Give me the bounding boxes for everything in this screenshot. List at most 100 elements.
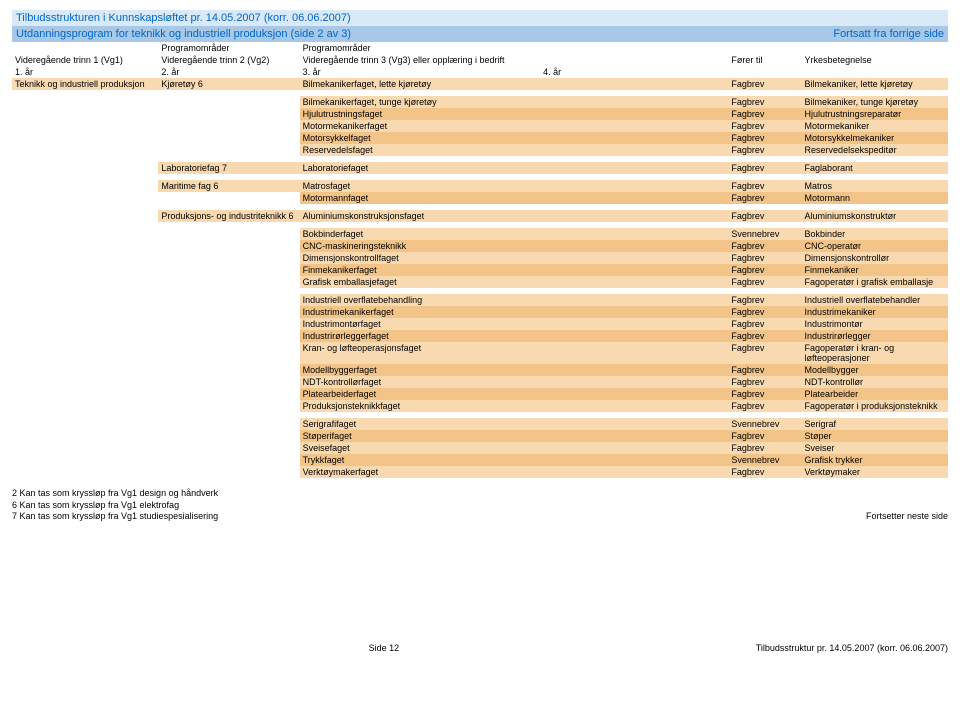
hdr-c3: Programområder — [300, 42, 541, 54]
lvl-c5: Fører til — [728, 54, 801, 66]
cell-vg3: NDT-kontrollørfaget — [300, 376, 541, 388]
table-row: ReservedelsfagetFagbrevReservedelseksped… — [12, 144, 948, 156]
header-top: Tilbudsstrukturen i Kunnskapsløftet pr. … — [12, 10, 948, 26]
header-sub: Utdanningsprogram for teknikk og industr… — [12, 26, 948, 42]
cell-title: Verktøymaker — [802, 466, 948, 478]
cell-vg3: Aluminiumskonstruksjonsfaget — [300, 210, 541, 222]
cell-title: Motorsykkelmekaniker — [802, 132, 948, 144]
cell-title: Serigraf — [802, 418, 948, 430]
table-row: BokbinderfagetSvennebrevBokbinder — [12, 228, 948, 240]
cell-vg3: Matrosfaget — [300, 180, 541, 192]
cell-title: Hjulutrustningsreparatør — [802, 108, 948, 120]
cell-vg1 — [12, 132, 158, 144]
cell-year4 — [540, 264, 728, 276]
table-row: MotormekanikerfagetFagbrevMotormekaniker — [12, 120, 948, 132]
cell-cert: Fagbrev — [728, 400, 801, 412]
cell-cert: Fagbrev — [728, 192, 801, 204]
cell-year4 — [540, 430, 728, 442]
cell-vg3: Motormannfaget — [300, 192, 541, 204]
footer-right: Tilbudsstruktur pr. 14.05.2007 (korr. 06… — [756, 643, 948, 653]
cell-vg3: Industrimontørfaget — [300, 318, 541, 330]
cell-vg2 — [158, 240, 299, 252]
cell-title: Industrimekaniker — [802, 306, 948, 318]
cell-vg2 — [158, 132, 299, 144]
cell-vg1 — [12, 318, 158, 330]
cell-vg2 — [158, 430, 299, 442]
cell-vg1 — [12, 96, 158, 108]
hdr-c5 — [728, 42, 801, 54]
cell-cert: Fagbrev — [728, 132, 801, 144]
cell-cert: Fagbrev — [728, 252, 801, 264]
table-row: Produksjons- og industriteknikk 6Alumini… — [12, 210, 948, 222]
cell-cert: Fagbrev — [728, 276, 801, 288]
cell-year4 — [540, 418, 728, 430]
cell-vg2 — [158, 388, 299, 400]
cell-title: Modellbygger — [802, 364, 948, 376]
cell-vg1 — [12, 192, 158, 204]
cell-title: Industrimontør — [802, 318, 948, 330]
cell-year4 — [540, 318, 728, 330]
cell-vg2 — [158, 454, 299, 466]
cell-cert: Fagbrev — [728, 294, 801, 306]
cell-year4 — [540, 78, 728, 90]
cell-vg2 — [158, 294, 299, 306]
cell-cert: Fagbrev — [728, 264, 801, 276]
cell-title: Bilmekaniker, lette kjøretøy — [802, 78, 948, 90]
cell-year4 — [540, 120, 728, 132]
cell-title: Motormann — [802, 192, 948, 204]
footer-page: Side 12 — [369, 643, 400, 653]
cell-vg3: Motorsykkelfaget — [300, 132, 541, 144]
table-row: IndustrimekanikerfagetFagbrevIndustrimek… — [12, 306, 948, 318]
cell-year4 — [540, 388, 728, 400]
cell-vg3: Bokbinderfaget — [300, 228, 541, 240]
cell-vg1 — [12, 342, 158, 364]
yr-c2: 2. år — [158, 66, 299, 78]
cell-title: Sveiser — [802, 442, 948, 454]
cell-vg3: Bilmekanikerfaget, tunge kjøretøy — [300, 96, 541, 108]
cell-cert: Fagbrev — [728, 180, 801, 192]
cell-year4 — [540, 454, 728, 466]
table-row: SveisefagetFagbrevSveiser — [12, 442, 948, 454]
cell-vg3: Trykkfaget — [300, 454, 541, 466]
structure-table: Programområder Programområder Videregåen… — [12, 42, 948, 478]
cell-vg3: Reservedelsfaget — [300, 144, 541, 156]
cell-vg1 — [12, 210, 158, 222]
cell-year4 — [540, 342, 728, 364]
cell-vg2 — [158, 376, 299, 388]
cell-vg3: Finmekanikerfaget — [300, 264, 541, 276]
table-row: Laboratoriefag 7LaboratoriefagetFagbrevF… — [12, 162, 948, 174]
cell-title: Fagoperatør i kran- og løfteoperasjoner — [802, 342, 948, 364]
cell-vg2 — [158, 364, 299, 376]
hdr-c6 — [802, 42, 948, 54]
cell-year4 — [540, 240, 728, 252]
table-row: TrykkfagetSvennebrevGrafisk trykker — [12, 454, 948, 466]
cell-vg2 — [158, 144, 299, 156]
cell-vg2 — [158, 418, 299, 430]
cell-vg2: Laboratoriefag 7 — [158, 162, 299, 174]
table-row: StøperifagetFagbrevStøper — [12, 430, 948, 442]
cell-year4 — [540, 162, 728, 174]
cell-vg3: Platearbeiderfaget — [300, 388, 541, 400]
cell-vg2 — [158, 192, 299, 204]
cell-cert: Fagbrev — [728, 78, 801, 90]
cell-title: Platearbeider — [802, 388, 948, 400]
cell-cert: Svennebrev — [728, 228, 801, 240]
lvl-c2: Videregående trinn 2 (Vg2) — [158, 54, 299, 66]
cell-vg3: CNC-maskineringsteknikk — [300, 240, 541, 252]
cell-year4 — [540, 132, 728, 144]
cell-vg2 — [158, 318, 299, 330]
cell-vg1 — [12, 454, 158, 466]
cell-title: Faglaborant — [802, 162, 948, 174]
cell-vg3: Støperifaget — [300, 430, 541, 442]
col-header-row: Programområder Programområder — [12, 42, 948, 54]
hdr-c2: Programområder — [158, 42, 299, 54]
table-row: Teknikk og industriell produksjonKjøretø… — [12, 78, 948, 90]
cell-vg1 — [12, 144, 158, 156]
cell-vg3: Serigrafifaget — [300, 418, 541, 430]
cell-title: Reservedelsekspeditør — [802, 144, 948, 156]
cell-vg1 — [12, 388, 158, 400]
cell-cert: Fagbrev — [728, 376, 801, 388]
cell-vg2 — [158, 264, 299, 276]
cell-cert: Fagbrev — [728, 240, 801, 252]
cell-year4 — [540, 442, 728, 454]
